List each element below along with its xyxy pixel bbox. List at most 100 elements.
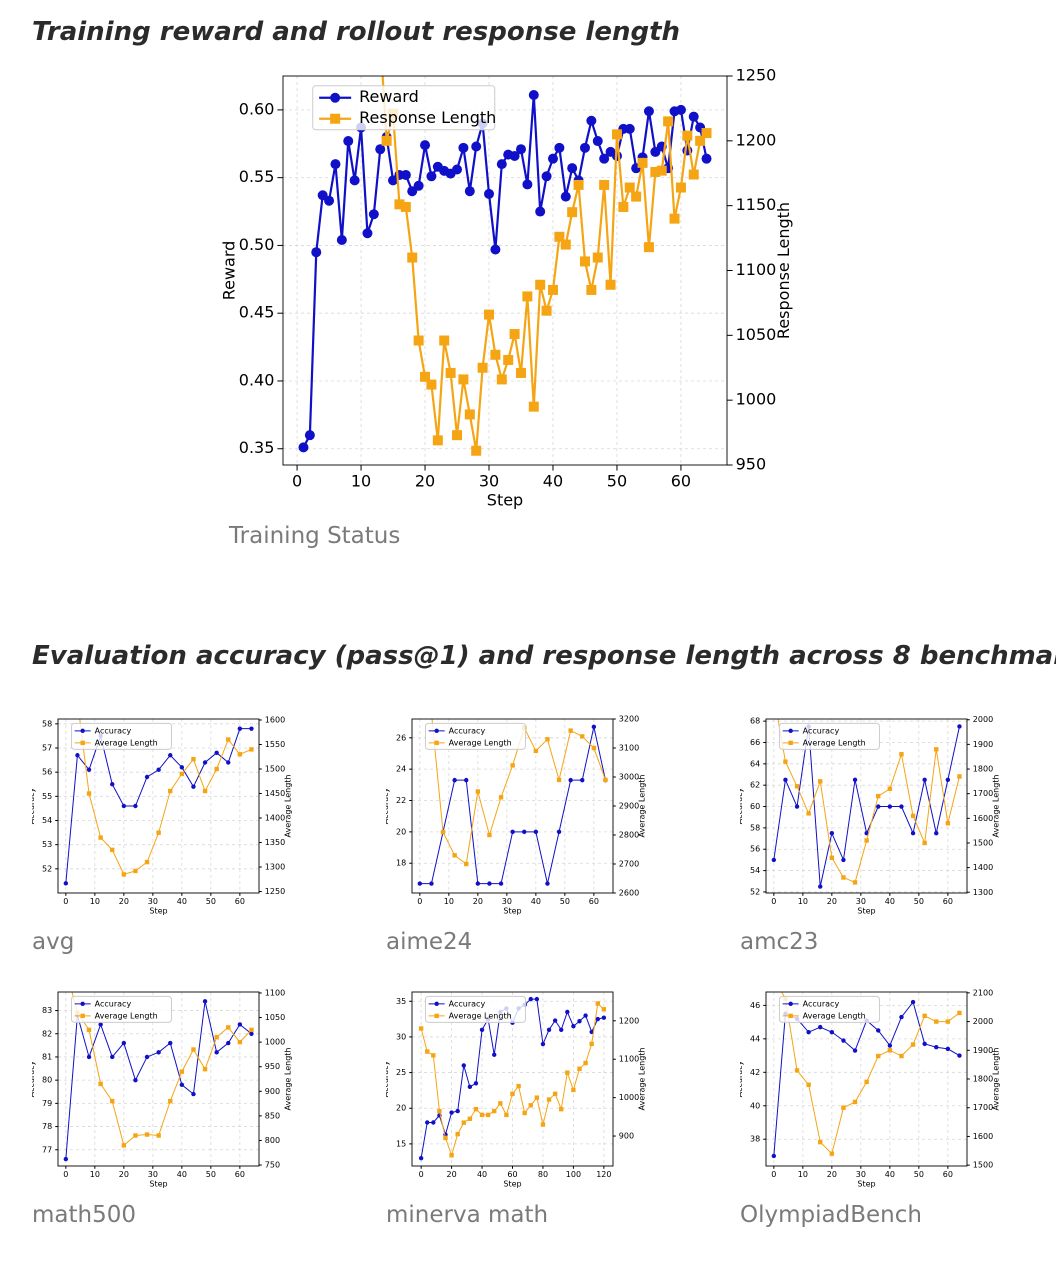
point — [515, 367, 526, 378]
point — [510, 763, 515, 768]
point — [156, 1133, 161, 1138]
y-tick-label: 46 — [750, 1001, 760, 1010]
x-tick-label: 40 — [885, 897, 895, 906]
x-tick-label: 20 — [119, 897, 129, 906]
legend-label: Average Length — [449, 1011, 512, 1020]
point — [567, 163, 578, 174]
point — [922, 840, 927, 846]
point — [528, 1103, 533, 1108]
y2-tick-label: 900 — [619, 1132, 634, 1141]
caption: OlympiadBench — [740, 1202, 922, 1228]
point — [407, 252, 418, 263]
point — [577, 1019, 582, 1024]
y2-tick-label: 1200 — [736, 130, 777, 149]
x-tick-label: 20 — [446, 1170, 456, 1179]
point — [425, 1120, 430, 1125]
x-tick-label: 50 — [206, 897, 216, 906]
point — [583, 1060, 588, 1066]
x-tick-label: 0 — [771, 1170, 776, 1179]
x-tick-label: 60 — [235, 1170, 245, 1179]
x-tick-label: 60 — [589, 897, 599, 906]
point — [540, 1041, 546, 1047]
point — [425, 1049, 430, 1054]
point — [631, 191, 642, 202]
point — [509, 150, 520, 161]
y2-tick-label: 850 — [265, 1111, 280, 1120]
x-tick-label: 50 — [206, 1170, 216, 1179]
point — [490, 244, 501, 255]
x-tick-label: 0 — [417, 897, 422, 906]
point — [168, 753, 173, 758]
point — [568, 728, 573, 733]
point — [455, 1131, 460, 1137]
point — [556, 777, 562, 783]
point — [214, 766, 219, 772]
y-tick-label: 0.50 — [239, 235, 275, 254]
y-tick-label: 55 — [42, 792, 52, 801]
x-tick-label: 60 — [943, 1170, 953, 1179]
legend-box — [424, 722, 526, 750]
point — [794, 804, 800, 809]
point — [841, 857, 846, 863]
chart: 0 10 20 30 40 50 60 52 54 56 58 60 62 64 66 68 1300 1400 1… — [740, 715, 1000, 915]
point — [461, 1120, 466, 1125]
point — [191, 1047, 196, 1052]
legend-marker — [788, 728, 793, 734]
y2-axis-label: Average Length — [283, 775, 292, 838]
point — [144, 1132, 150, 1137]
point — [957, 1010, 962, 1016]
point — [522, 291, 533, 302]
y2-axis-label: Average Length — [991, 775, 1000, 838]
y2-tick-label: 1300 — [265, 863, 285, 872]
point — [110, 1054, 115, 1060]
y-tick-label: 82 — [42, 1029, 52, 1038]
point — [818, 884, 823, 889]
point — [624, 182, 635, 193]
point — [675, 182, 686, 193]
y2-tick-label: 1050 — [265, 1013, 285, 1022]
point — [887, 1048, 893, 1053]
y-tick-label: 22 — [396, 796, 406, 805]
point — [431, 1120, 436, 1125]
point — [484, 309, 495, 320]
point — [852, 777, 858, 783]
y2-tick-label: 1350 — [265, 838, 285, 847]
point — [806, 1082, 811, 1087]
legend-label: Accuracy — [803, 999, 840, 1008]
legend-label: Average Length — [95, 1011, 158, 1020]
point — [498, 795, 504, 800]
legend-box — [778, 995, 880, 1023]
point — [133, 1133, 138, 1138]
x-tick-label: 0 — [419, 1170, 424, 1179]
y2-tick-label: 950 — [736, 455, 767, 474]
point — [98, 1022, 103, 1027]
point — [400, 169, 411, 180]
point — [592, 136, 603, 147]
y2-tick-label: 1150 — [736, 195, 777, 214]
y2-tick-label: 3000 — [619, 773, 639, 782]
y2-tick-label: 1250 — [265, 887, 285, 896]
y-tick-label: 62 — [750, 781, 760, 790]
legend-marker — [434, 1001, 439, 1007]
point — [559, 1027, 564, 1032]
point — [771, 1153, 777, 1159]
point — [591, 724, 597, 730]
x-tick-label: 120 — [596, 1170, 611, 1179]
point — [191, 784, 196, 789]
point — [579, 256, 590, 267]
point — [156, 830, 161, 835]
point — [650, 166, 661, 177]
y-tick-label: 25 — [396, 1068, 406, 1077]
point — [829, 855, 835, 860]
point — [417, 881, 423, 886]
y-tick-label: 30 — [396, 1032, 406, 1041]
x-tick-label: 60 — [943, 897, 953, 906]
point — [541, 305, 552, 316]
chart: 0 20 40 60 80 100 120 15 20 25 30 35 900 1000 1100 1200… — [386, 991, 646, 1189]
y2-tick-label: 2700 — [619, 860, 639, 869]
x-tick-label: 0 — [771, 897, 776, 906]
point — [156, 1050, 161, 1055]
point — [580, 777, 585, 783]
point — [226, 1025, 231, 1030]
